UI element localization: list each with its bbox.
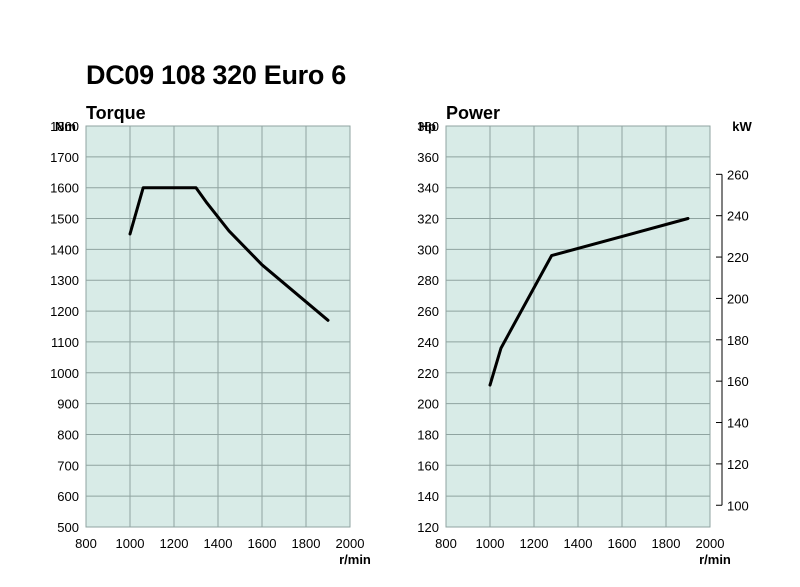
power-xtick-label: 1200: [520, 536, 549, 551]
power-ytick-label: 180: [417, 427, 439, 442]
torque-ytick-label: 900: [57, 397, 79, 412]
power-xtick-label: 800: [435, 536, 457, 551]
torque-xtick-label: 800: [75, 536, 97, 551]
power-ytick-label: 340: [417, 181, 439, 196]
power-ytick-label: 260: [417, 304, 439, 319]
torque-ytick-label: 1000: [50, 366, 79, 381]
torque-x-axis-unit: r/min: [339, 552, 371, 567]
power-xtick-label: 1000: [476, 536, 505, 551]
power-x-axis-unit: r/min: [699, 552, 731, 567]
torque-xtick-label: 1800: [292, 536, 321, 551]
power-kw-tick-label: 220: [727, 250, 749, 265]
power-ytick-label: 140: [417, 489, 439, 504]
power-kw-tick-label: 200: [727, 291, 749, 306]
power-ytick-label: 360: [417, 150, 439, 165]
torque-xtick-label: 1400: [204, 536, 233, 551]
torque-ytick-label: 1500: [50, 212, 79, 227]
power-xtick-label: 1600: [608, 536, 637, 551]
power-y2-axis-unit: kW: [732, 119, 752, 134]
power-xtick-label: 2000: [696, 536, 725, 551]
power-ytick-label: 240: [417, 335, 439, 350]
power-ytick-label: 120: [417, 520, 439, 535]
torque-chart-title: Torque: [86, 103, 146, 123]
torque-ytick-label: 600: [57, 489, 79, 504]
power-ytick-label: 160: [417, 458, 439, 473]
power-xtick-label: 1400: [564, 536, 593, 551]
torque-ytick-label: 1200: [50, 304, 79, 319]
power-kw-tick-label: 180: [727, 333, 749, 348]
torque-xtick-label: 1000: [116, 536, 145, 551]
torque-ytick-label: 1800: [50, 119, 79, 134]
power-kw-tick-label: 260: [727, 167, 749, 182]
power-kw-tick-label: 240: [727, 209, 749, 224]
power-xtick-label: 1800: [652, 536, 681, 551]
power-kw-tick-label: 120: [727, 457, 749, 472]
power-y-axis-unit: Hp: [419, 119, 436, 134]
page-title: DC09 108 320 Euro 6: [86, 60, 346, 90]
power-ytick-label: 280: [417, 273, 439, 288]
power-kw-tick-label: 100: [727, 498, 749, 513]
power-kw-tick-label: 140: [727, 416, 749, 431]
torque-xtick-label: 2000: [336, 536, 365, 551]
power-ytick-label: 220: [417, 366, 439, 381]
torque-ytick-label: 1700: [50, 150, 79, 165]
torque-ytick-label: 1100: [51, 335, 79, 350]
torque-y-axis-unit: Nm: [55, 119, 76, 134]
power-chart-title: Power: [446, 103, 500, 123]
torque-xtick-label: 1200: [160, 536, 189, 551]
torque-ytick-label: 1400: [50, 242, 79, 257]
torque-curve: [128, 186, 330, 322]
power-ytick-label: 300: [417, 242, 439, 257]
torque-ytick-label: 1600: [50, 181, 79, 196]
torque-ytick-label: 800: [57, 427, 79, 442]
power-ytick-label: 320: [417, 212, 439, 227]
torque-ytick-label: 500: [57, 520, 79, 535]
power-curve: [488, 217, 690, 387]
power-ytick-label: 380: [417, 119, 439, 134]
torque-ytick-label: 1300: [50, 273, 79, 288]
power-kw-tick-label: 160: [727, 374, 749, 389]
torque-xtick-label: 1600: [248, 536, 277, 551]
power-ytick-label: 200: [417, 397, 439, 412]
torque-ytick-label: 700: [57, 458, 79, 473]
